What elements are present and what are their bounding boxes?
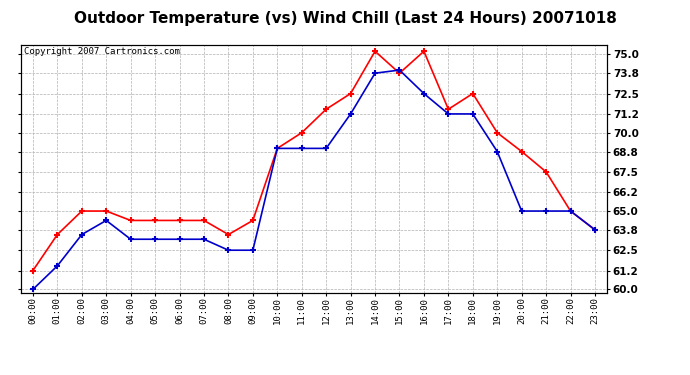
Text: Copyright 2007 Cartronics.com: Copyright 2007 Cartronics.com xyxy=(23,48,179,57)
Text: Outdoor Temperature (vs) Wind Chill (Last 24 Hours) 20071018: Outdoor Temperature (vs) Wind Chill (Las… xyxy=(74,11,616,26)
